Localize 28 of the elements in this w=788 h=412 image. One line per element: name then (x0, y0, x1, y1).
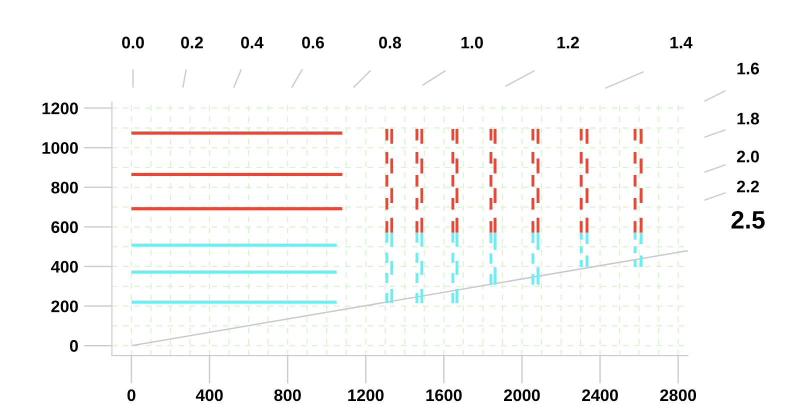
y-tick-label: 200 (51, 300, 78, 312)
y-tick-label: 1200 (42, 102, 78, 114)
y-tick-label: 600 (51, 221, 78, 234)
text: 2.0 (736, 150, 759, 162)
y-tick-label: 0 (70, 340, 78, 352)
x-tick-label: 800 (274, 389, 301, 402)
x-tick-label: 400 (196, 389, 223, 402)
x-tick-label: 0 (127, 389, 136, 402)
x-tick-label: 2000 (504, 389, 540, 402)
text: 0.2 (181, 36, 203, 48)
text: 1.2 (557, 36, 579, 48)
x-tick-label: 2800 (660, 389, 696, 402)
y-tick-label: 800 (51, 182, 78, 194)
x-tick-label: 2400 (582, 389, 618, 402)
text: 2.2 (736, 180, 759, 192)
text: 1.4 (670, 36, 692, 48)
text: 0.0 (122, 36, 144, 48)
x-tick-label: 1600 (426, 389, 462, 402)
x-tick-label: 1200 (348, 389, 384, 402)
text: 0.8 (379, 36, 402, 48)
text: 0.6 (302, 36, 324, 48)
text: 1.6 (737, 62, 759, 74)
y-tick-label: 400 (51, 260, 78, 273)
text: 1.8 (737, 112, 760, 124)
text: 2.5 (731, 211, 765, 229)
text: 1.0 (461, 36, 483, 48)
text: 0.4 (241, 36, 264, 48)
y-tick-label: 1000 (42, 142, 78, 154)
